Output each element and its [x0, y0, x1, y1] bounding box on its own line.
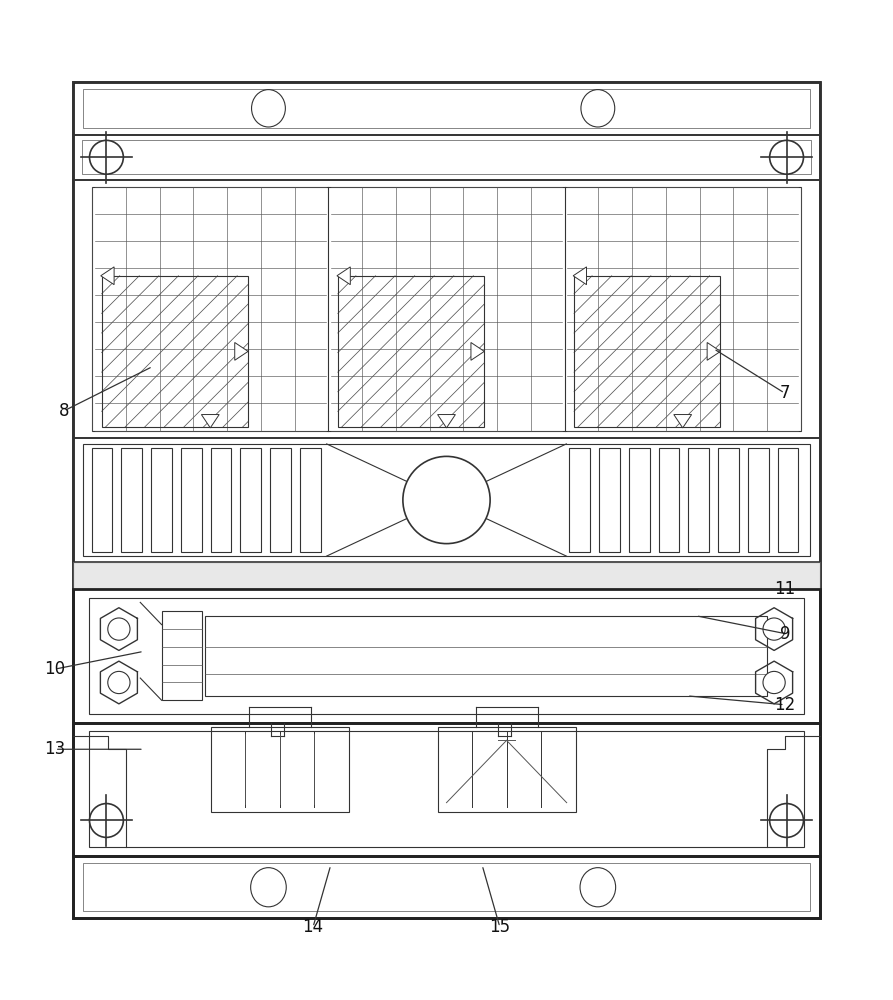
Bar [72, 438, 821, 562]
Bar [438, 727, 576, 812]
Polygon shape [471, 342, 484, 360]
Text: 12: 12 [774, 696, 796, 714]
Polygon shape [337, 267, 350, 285]
Bar [72, 723, 821, 856]
Circle shape [770, 140, 804, 174]
Text: 8: 8 [58, 402, 69, 420]
Polygon shape [101, 267, 114, 285]
Bar [629, 448, 650, 552]
Text: 10: 10 [45, 660, 65, 678]
Bar [72, 135, 821, 180]
Circle shape [89, 140, 123, 174]
Bar [72, 562, 821, 589]
Ellipse shape [252, 90, 286, 127]
Circle shape [108, 671, 130, 694]
Polygon shape [674, 415, 691, 428]
Circle shape [763, 618, 785, 640]
Bar [162, 611, 202, 700]
Polygon shape [235, 342, 248, 360]
Text: 7: 7 [780, 384, 790, 402]
Bar [72, 856, 821, 918]
Bar [92, 448, 113, 552]
Bar [102, 276, 248, 427]
Circle shape [770, 804, 804, 837]
Polygon shape [707, 342, 721, 360]
Bar [72, 82, 821, 918]
Bar [338, 276, 484, 427]
Bar [121, 448, 142, 552]
Bar [92, 187, 801, 431]
Bar [240, 448, 261, 552]
Text: 15: 15 [489, 918, 511, 936]
Bar [300, 448, 321, 552]
Bar [181, 448, 202, 552]
Polygon shape [573, 267, 587, 285]
Circle shape [763, 671, 785, 694]
Bar [72, 589, 821, 723]
Polygon shape [202, 415, 219, 428]
Bar [599, 448, 620, 552]
Ellipse shape [251, 868, 287, 907]
Bar [83, 444, 810, 556]
Ellipse shape [581, 90, 614, 127]
Bar [83, 863, 810, 911]
Polygon shape [438, 415, 455, 428]
Ellipse shape [580, 868, 615, 907]
Bar [211, 727, 348, 812]
Bar [88, 731, 805, 847]
Text: 9: 9 [780, 625, 790, 643]
Bar [747, 448, 769, 552]
Bar [778, 448, 798, 552]
Bar [205, 616, 767, 696]
Bar [270, 448, 291, 552]
Bar [689, 448, 709, 552]
Bar [659, 448, 680, 552]
Bar [570, 448, 590, 552]
Bar [151, 448, 172, 552]
Circle shape [403, 456, 490, 544]
Bar [718, 448, 739, 552]
Circle shape [89, 804, 123, 837]
Text: 14: 14 [303, 918, 323, 936]
Circle shape [108, 618, 130, 640]
Bar [574, 276, 721, 427]
Bar [88, 598, 805, 714]
Bar [83, 89, 810, 128]
Text: 13: 13 [44, 740, 65, 758]
Bar [72, 180, 821, 438]
Bar [81, 140, 812, 174]
Bar [211, 448, 231, 552]
Text: 11: 11 [774, 580, 796, 598]
Bar [72, 82, 821, 135]
